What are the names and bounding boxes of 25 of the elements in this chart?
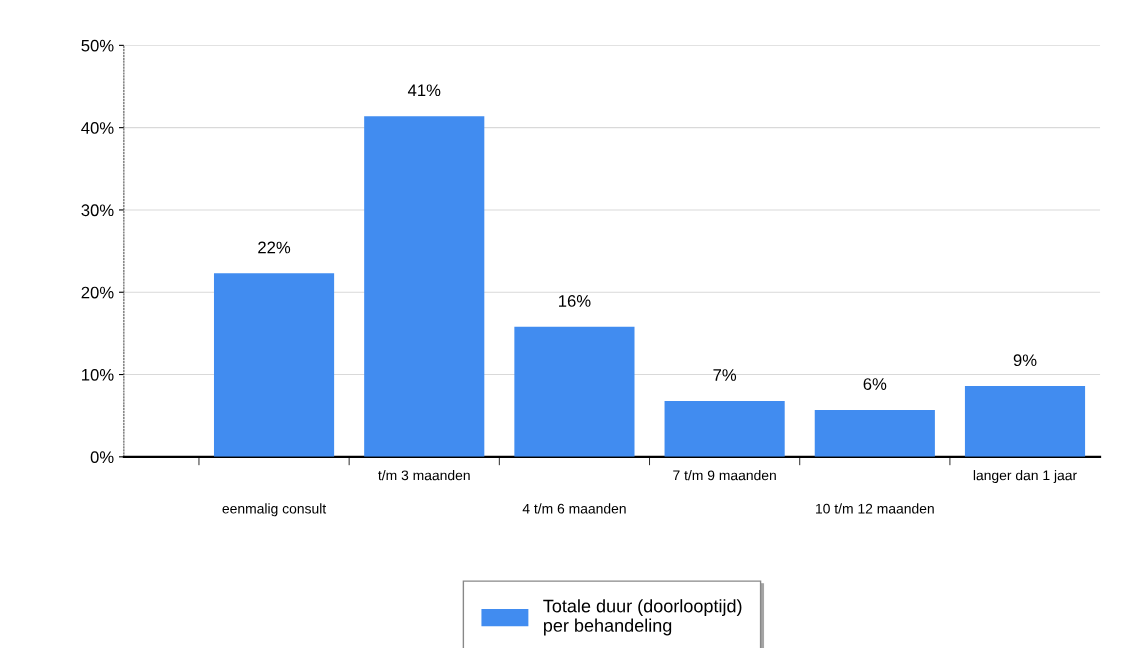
y-tick-label: 10% <box>82 368 114 381</box>
y-tick-label: 50% <box>81 39 114 52</box>
bar <box>664 400 785 457</box>
x-tick-label: 4 t/m 6 maanden <box>522 503 626 514</box>
legend-label: Totale duur (doorlooptijd) per behandeling <box>543 599 742 636</box>
x-tick-label: 7 t/m 9 maanden <box>673 470 776 481</box>
x-tick-label: langer dan 1 jaar <box>973 470 1077 483</box>
bar <box>964 386 1086 457</box>
bar <box>364 116 485 457</box>
data-label: 7% <box>713 369 737 381</box>
y-tick-label: 30% <box>81 204 114 217</box>
data-label: 16% <box>559 295 591 307</box>
data-label: 22% <box>258 241 291 254</box>
data-label: 6% <box>863 378 887 390</box>
bar <box>213 273 335 457</box>
y-tick-label: 40% <box>81 122 114 134</box>
x-tick-label: 10 t/m 12 maanden <box>816 503 934 514</box>
x-tick-label: eenmalig consult <box>222 503 327 517</box>
bar <box>814 409 935 457</box>
x-tick-label: t/m 3 maanden <box>378 470 470 481</box>
bar <box>514 326 635 457</box>
y-tick-label: 20% <box>81 286 114 299</box>
data-label: 9% <box>1013 354 1037 367</box>
data-label: 41% <box>407 84 441 97</box>
y-tick-label: 0% <box>90 451 114 464</box>
